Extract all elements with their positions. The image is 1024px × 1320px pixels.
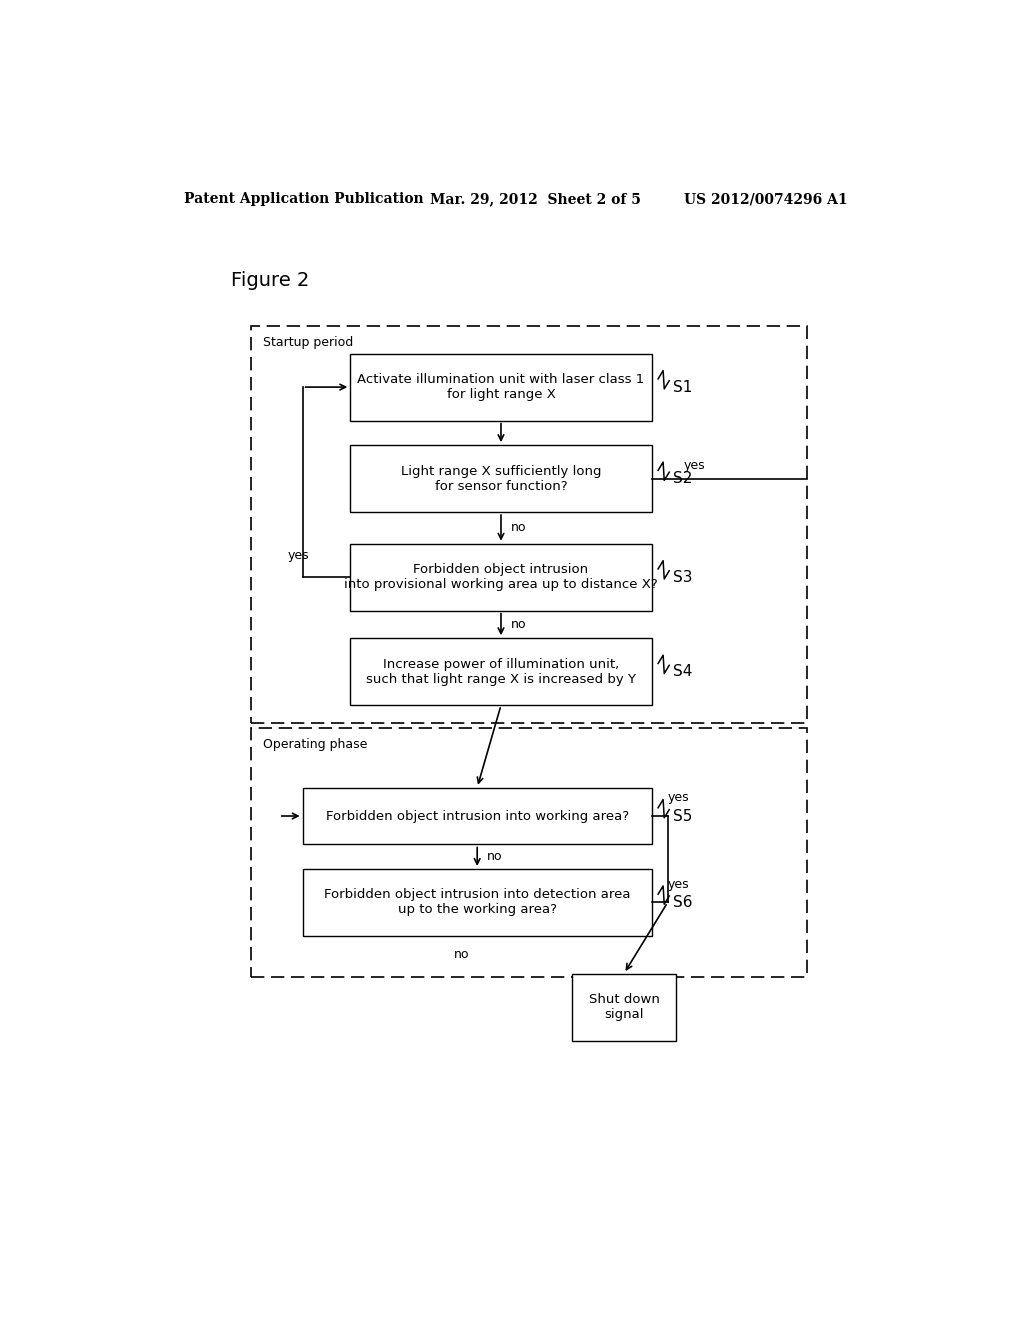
Text: no: no bbox=[454, 948, 469, 961]
Text: yes: yes bbox=[288, 549, 309, 562]
Text: no: no bbox=[511, 521, 526, 535]
Bar bbox=[303, 869, 652, 936]
Text: S1: S1 bbox=[673, 380, 692, 395]
Bar bbox=[350, 445, 651, 512]
Text: S4: S4 bbox=[673, 664, 692, 680]
Text: Mar. 29, 2012  Sheet 2 of 5: Mar. 29, 2012 Sheet 2 of 5 bbox=[430, 191, 640, 206]
Text: US 2012/0074296 A1: US 2012/0074296 A1 bbox=[684, 191, 847, 206]
Text: no: no bbox=[486, 850, 502, 863]
Text: Operating phase: Operating phase bbox=[263, 738, 368, 751]
Text: Increase power of illumination unit,
such that light range X is increased by Y: Increase power of illumination unit, suc… bbox=[366, 657, 636, 685]
Bar bbox=[251, 326, 807, 722]
Text: Figure 2: Figure 2 bbox=[231, 271, 309, 290]
Bar bbox=[303, 788, 652, 845]
Text: Shut down
signal: Shut down signal bbox=[589, 993, 659, 1022]
Text: S2: S2 bbox=[673, 471, 692, 486]
Text: S6: S6 bbox=[673, 895, 692, 909]
Text: Patent Application Publication: Patent Application Publication bbox=[183, 191, 423, 206]
Bar bbox=[572, 974, 676, 1040]
Text: no: no bbox=[511, 618, 526, 631]
Text: yes: yes bbox=[668, 878, 689, 891]
Bar bbox=[350, 544, 651, 611]
Text: Forbidden object intrusion into working area?: Forbidden object intrusion into working … bbox=[326, 809, 629, 822]
Text: Forbidden object intrusion
into provisional working area up to distance X?: Forbidden object intrusion into provisio… bbox=[344, 564, 657, 591]
Text: yes: yes bbox=[684, 459, 706, 471]
Text: Startup period: Startup period bbox=[263, 337, 353, 350]
Text: yes: yes bbox=[668, 791, 689, 804]
Text: Forbidden object intrusion into detection area
up to the working area?: Forbidden object intrusion into detectio… bbox=[324, 888, 631, 916]
Text: S5: S5 bbox=[673, 809, 692, 824]
Text: Light range X sufficiently long
for sensor function?: Light range X sufficiently long for sens… bbox=[400, 465, 601, 492]
Text: S3: S3 bbox=[673, 570, 692, 585]
Bar bbox=[350, 638, 651, 705]
Bar bbox=[251, 727, 807, 977]
Text: Activate illumination unit with laser class 1
for light range X: Activate illumination unit with laser cl… bbox=[357, 374, 645, 401]
Bar bbox=[350, 354, 651, 421]
